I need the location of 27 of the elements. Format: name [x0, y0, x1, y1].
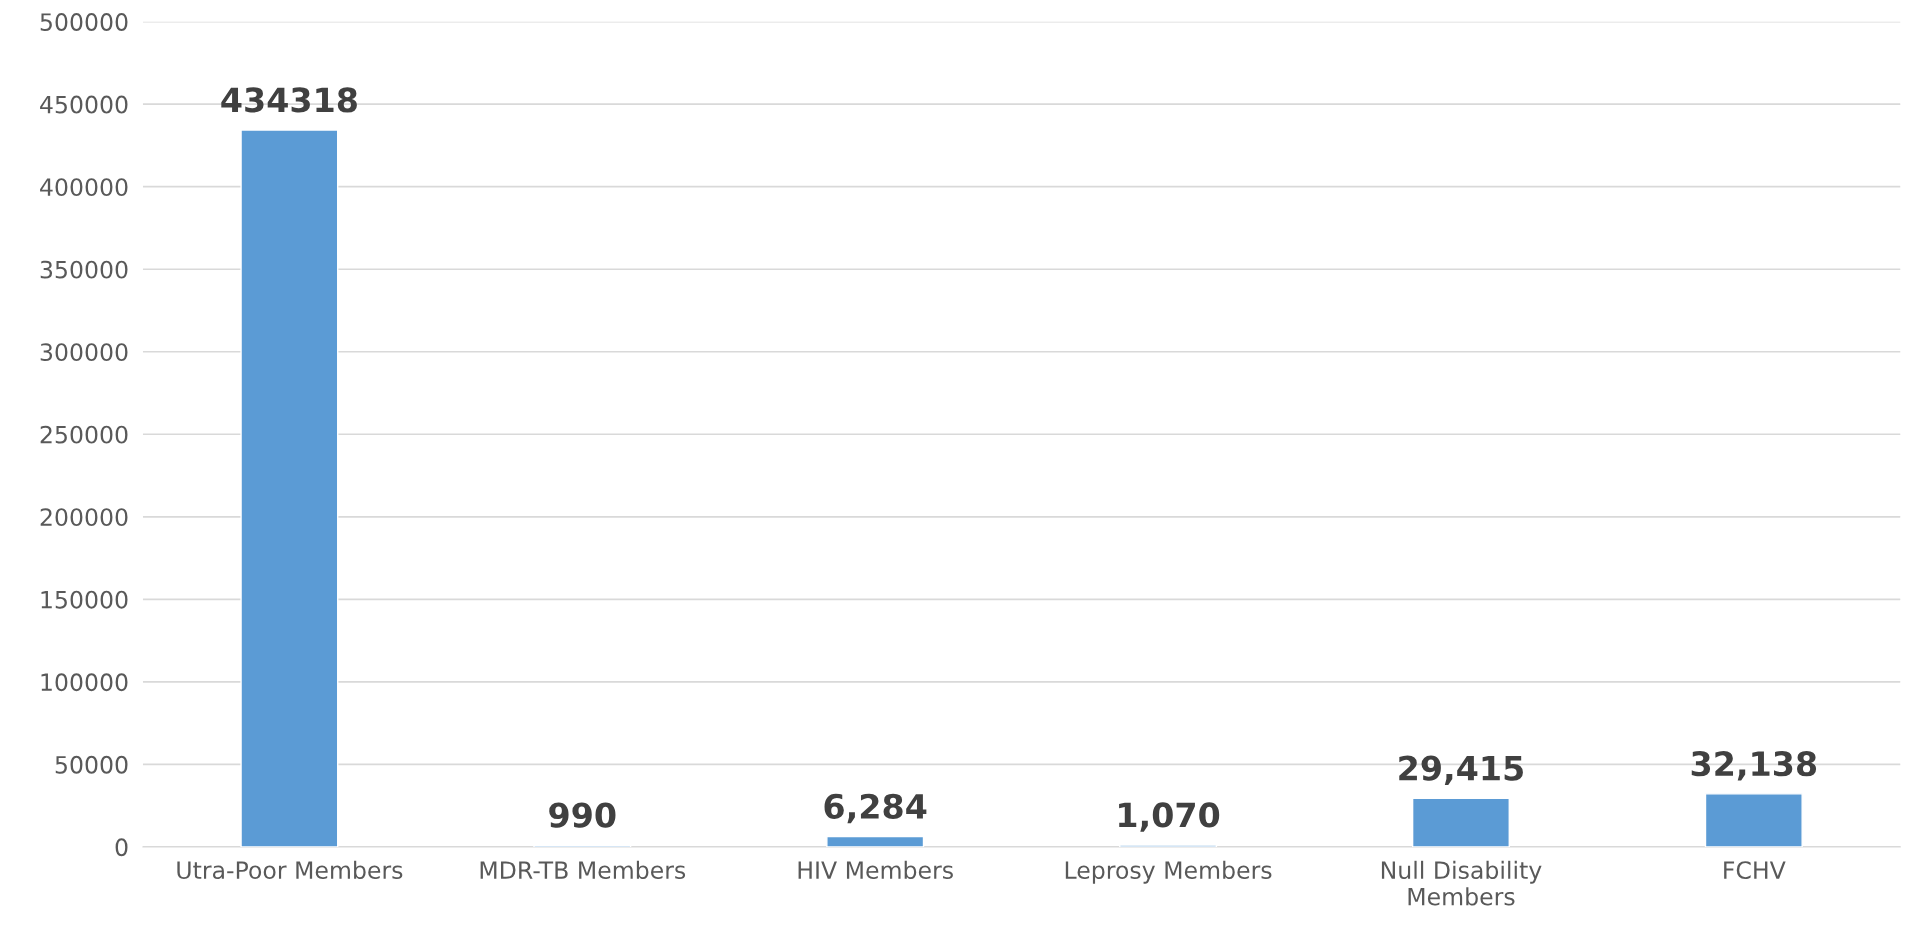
bar	[240, 129, 339, 847]
data-label: 990	[549, 802, 616, 828]
x-tick-label: HIV Members	[798, 860, 953, 880]
data-label: 434318	[221, 87, 357, 113]
x-tick-label: Leprosy Members	[1065, 860, 1272, 884]
x-tick-label: Utra-Poor Members	[177, 860, 403, 880]
x-tick-label: FCHV	[1724, 861, 1786, 880]
y-tick-label: 0	[115, 838, 128, 857]
data-label: 32,138	[1691, 751, 1817, 781]
y-tick-label: 450000	[40, 95, 128, 114]
y-tick-label: 500000	[40, 13, 128, 31]
y-tick-label: 200000	[40, 508, 128, 527]
data-label: 1,070	[1119, 802, 1220, 832]
y-tick-label: 250000	[40, 425, 128, 444]
y-tick-label: 50000	[55, 755, 128, 774]
y-tick-label: 100000	[41, 673, 128, 692]
x-tick-label: MDR-TB Members	[480, 860, 686, 880]
bar	[1704, 793, 1803, 847]
bar	[826, 835, 925, 847]
y-tick-label: 350000	[40, 260, 128, 279]
y-tick-label: 150000	[41, 590, 128, 609]
y-tick-label: 400000	[40, 178, 128, 196]
data-label: 6,284	[824, 793, 927, 824]
y-tick-label: 300000	[40, 343, 128, 362]
data-label: 29,415	[1399, 755, 1523, 786]
bar	[1411, 797, 1510, 847]
x-tick-label: Null Disability Members	[1381, 860, 1542, 906]
